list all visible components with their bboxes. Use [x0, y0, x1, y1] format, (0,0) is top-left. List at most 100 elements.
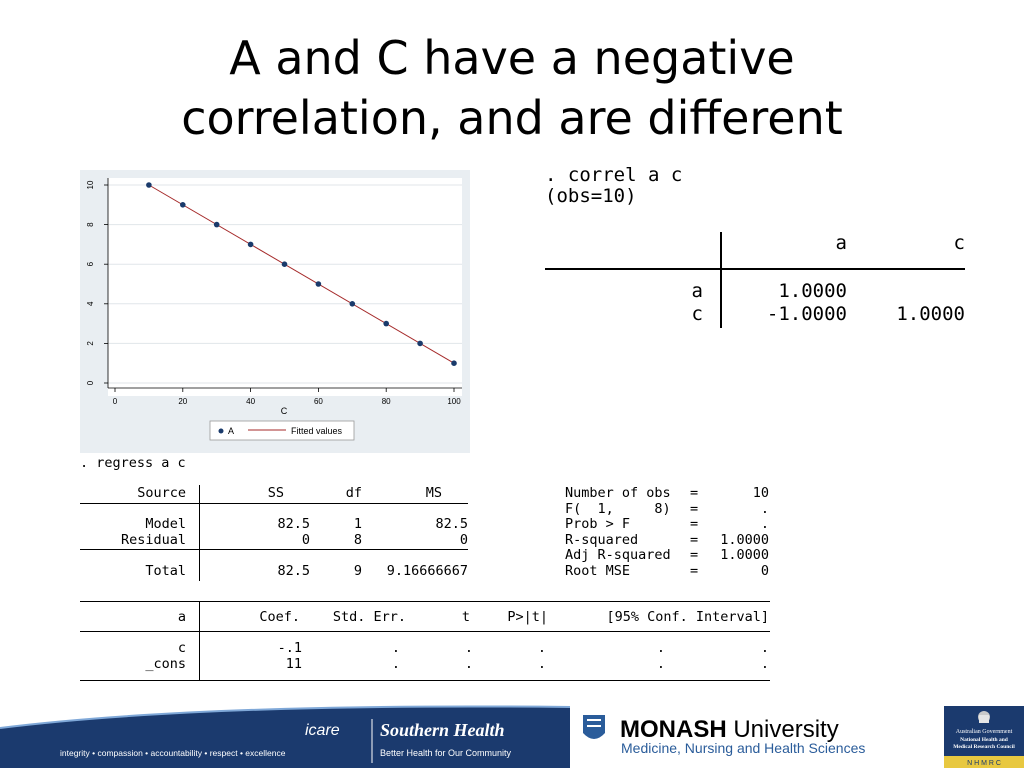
stat-equals: = — [690, 501, 699, 517]
coef-ci-high: . — [760, 656, 769, 672]
y-tick-label: 8 — [86, 222, 95, 227]
anova-divider-top — [80, 503, 468, 504]
stat-value: . — [760, 501, 769, 517]
data-point — [315, 281, 322, 287]
stat-value: 1.0000 — [720, 547, 769, 563]
monash-logo: MONASH University — [620, 716, 839, 743]
anova-df: 8 — [353, 532, 362, 548]
stat-value: . — [760, 516, 769, 532]
coef-t: . — [464, 656, 473, 672]
legend-label-a: A — [228, 426, 234, 436]
coef-header-se: Std. Err. — [332, 609, 406, 625]
y-tick-label: 10 — [86, 180, 95, 189]
coef-ci-low: . — [656, 640, 665, 656]
y-tick-label: 2 — [86, 341, 95, 346]
plot-area — [108, 178, 462, 396]
monash-subtitle: Medicine, Nursing and Health Sciences — [621, 740, 865, 756]
anova-column-divider — [199, 485, 200, 581]
anova-ss: 82.5 — [277, 563, 310, 579]
southern-health-tagline: Better Health for Our Community — [380, 748, 512, 758]
footer-swoosh — [0, 706, 570, 768]
stat-label: Prob > F — [565, 516, 631, 532]
correlation-row-label: a — [691, 280, 703, 302]
correl-output: . correl a c (obs=10) — [545, 165, 682, 207]
anova-header-ms: MS — [425, 485, 442, 501]
x-tick-label: 40 — [246, 397, 255, 406]
anova-header-source: Source — [137, 485, 186, 501]
stat-equals: = — [690, 516, 699, 532]
y-tick-label: 0 — [86, 380, 95, 385]
anova-divider-bottom — [80, 549, 468, 550]
anova-source: Residual — [120, 532, 186, 548]
stat-equals: = — [690, 547, 699, 563]
coef-se: . — [391, 656, 400, 672]
correl-command: . correl a c — [545, 164, 683, 186]
stat-equals: = — [690, 563, 699, 579]
coef-header-coef: Coef. — [259, 609, 300, 625]
anova-source: Total — [145, 563, 186, 579]
coef-column-divider — [199, 601, 200, 681]
data-point — [247, 241, 254, 248]
coef-se: . — [391, 640, 400, 656]
regress-output: . regress a c Source SS df MS Model 82.5… — [80, 455, 780, 685]
data-point — [281, 261, 288, 267]
correlation-row-c: c -1.0000 1.0000 — [545, 303, 965, 325]
legend-label-fitted: Fitted values — [291, 426, 343, 436]
data-point — [213, 221, 220, 228]
nhmrc-line-1: Australian Government — [956, 729, 1013, 735]
fitted-line — [148, 184, 455, 364]
nhmrc-letters: N H M R C — [967, 760, 1001, 767]
coat-of-arms-icon — [978, 711, 990, 723]
y-tick-label: 4 — [86, 301, 95, 306]
correlation-value: -1.0000 — [766, 303, 847, 325]
coef-ci-high: . — [760, 640, 769, 656]
data-point — [180, 202, 186, 208]
correlation-row-a: a 1.0000 — [545, 280, 965, 302]
correlation-value: 1.0000 — [896, 303, 965, 325]
footer-graphics: integrity • compassion • accountability … — [0, 705, 1024, 768]
correlation-header-c: c — [953, 232, 965, 254]
anova-ms: 0 — [459, 532, 468, 548]
x-tick-label: 60 — [314, 397, 323, 406]
coef-p: . — [537, 656, 546, 672]
x-tick-label: 80 — [382, 397, 391, 406]
correlation-column-divider — [720, 232, 722, 328]
anova-ss: 0 — [301, 532, 310, 548]
anova-ms: 9.16666667 — [386, 563, 468, 579]
southern-health-logo: Southern Health — [380, 720, 505, 740]
coef-header-t: t — [461, 609, 470, 625]
correlation-header-divider — [545, 268, 965, 270]
chart-legend: A Fitted values — [209, 420, 355, 441]
x-axis-label: C — [281, 406, 288, 416]
stat-value: 10 — [752, 485, 769, 501]
coef-value: -.1 — [277, 640, 302, 656]
stat-equals: = — [690, 532, 699, 548]
nhmrc-line-3: Medical Research Council — [953, 744, 1015, 750]
monash-crest-icon — [583, 715, 605, 739]
coef-header-p: P>|t| — [507, 609, 548, 625]
coef-t: . — [464, 640, 473, 656]
x-tick-label: 20 — [178, 397, 187, 406]
anova-df: 1 — [353, 516, 362, 532]
scatter-chart: 0 2 4 6 8 10 0 20 40 60 80 100 C A Fitted values — [80, 170, 470, 453]
stat-label: Number of obs — [565, 485, 671, 501]
anova-header-ss: SS — [267, 485, 284, 501]
slide-footer: integrity • compassion • accountability … — [0, 693, 1024, 768]
coef-divider-mid — [80, 631, 770, 632]
anova-header-df: df — [345, 485, 362, 501]
anova-source: Model — [145, 516, 186, 532]
footer-swoosh-edge — [0, 705, 571, 729]
anova-ms: 82.5 — [435, 516, 468, 532]
coef-header-var: a — [177, 609, 186, 625]
regress-command: . regress a c — [80, 455, 186, 471]
coef-divider-bottom — [80, 680, 770, 681]
coef-var: c — [177, 640, 186, 656]
x-tick-label: 100 — [447, 397, 461, 406]
x-tick-label: 0 — [113, 397, 118, 406]
anova-ss: 82.5 — [277, 516, 310, 532]
correl-obs: (obs=10) — [545, 185, 637, 207]
stat-label: Adj R-squared — [565, 547, 671, 563]
correlation-value: 1.0000 — [778, 280, 847, 302]
stat-value: 1.0000 — [720, 532, 769, 548]
